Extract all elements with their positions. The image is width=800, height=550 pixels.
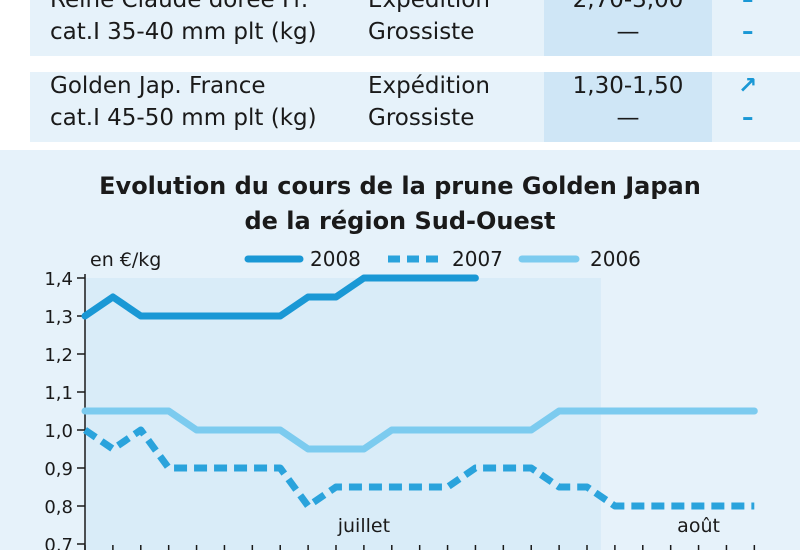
- y-tick-label: 0,9: [44, 459, 73, 480]
- trend-stable-icon: –: [742, 19, 754, 45]
- x-axis: [84, 545, 756, 550]
- y-tick-label: 1,3: [44, 307, 73, 328]
- x-month-label-aout: août: [677, 515, 720, 537]
- legend-label-2008: 2008: [310, 247, 361, 271]
- series-layer: [81, 274, 758, 510]
- y-tick-label: 0,7: [44, 535, 73, 550]
- legend: 2008 2007 2006: [244, 247, 641, 271]
- market-type-cell: Expédition Grossiste: [368, 0, 568, 56]
- market-type-shipping: Expédition: [368, 73, 490, 99]
- y-axis: 1,4 1,3 1,2 1,1 1,0 0,9 0,8 0,7: [44, 269, 86, 550]
- market-type-wholesale: Grossiste: [368, 105, 475, 131]
- product-spec: cat.I 35-40 mm plt (kg): [50, 19, 317, 45]
- chart-title-line2: de la région Sud-Ouest: [244, 207, 555, 235]
- trend-stable-icon: –: [742, 105, 754, 131]
- price-shipping: 2,70-3,00: [572, 0, 684, 13]
- y-tick-label: 1,1: [44, 383, 73, 404]
- series-line-2007: [83, 426, 755, 510]
- table-row: Golden Jap. France cat.I 45-50 mm plt (k…: [30, 72, 800, 142]
- row-divider: [30, 56, 800, 60]
- market-type-wholesale: Grossiste: [368, 19, 475, 45]
- table-row: Reine Claude dorée Fr. cat.I 35-40 mm pl…: [30, 0, 800, 56]
- market-type-cell: Expédition Grossiste: [368, 72, 568, 142]
- series-line-2008: [81, 274, 479, 320]
- product-name: Golden Jap. France: [50, 73, 266, 99]
- price-cell: 1,30-1,50 —: [544, 72, 712, 142]
- y-tick-label: 1,4: [44, 269, 73, 290]
- legend-label-2006: 2006: [590, 247, 641, 271]
- product-spec: cat.I 45-50 mm plt (kg): [50, 105, 317, 131]
- price-wholesale: —: [616, 19, 640, 45]
- price-wholesale: —: [616, 105, 640, 131]
- y-tick-label: 0,8: [44, 497, 73, 518]
- y-axis-unit-label: en €/kg: [90, 249, 161, 271]
- price-shipping: 1,30-1,50: [572, 73, 684, 99]
- x-month-label-juillet: juillet: [337, 515, 390, 537]
- chart-title-line1: Evolution du cours de la prune Golden Ja…: [99, 172, 701, 200]
- market-type-shipping: Expédition: [368, 0, 490, 13]
- trend-up-icon: ↗: [738, 73, 758, 99]
- legend-label-2007: 2007: [452, 247, 503, 271]
- y-tick-label: 1,2: [44, 345, 73, 366]
- trend-stable-icon: –: [742, 0, 754, 13]
- product-cell: Golden Jap. France cat.I 45-50 mm plt (k…: [30, 72, 320, 142]
- trend-cell: – –: [730, 0, 770, 56]
- y-tick-label: 1,0: [44, 421, 73, 442]
- trend-cell: ↗ –: [730, 72, 770, 142]
- price-cell: 2,70-3,00 —: [544, 0, 712, 56]
- price-table: Reine Claude dorée Fr. cat.I 35-40 mm pl…: [0, 0, 800, 150]
- product-name: Reine Claude dorée Fr.: [50, 0, 309, 13]
- product-cell: Reine Claude dorée Fr. cat.I 35-40 mm pl…: [30, 0, 320, 56]
- series-line-2006: [81, 407, 758, 453]
